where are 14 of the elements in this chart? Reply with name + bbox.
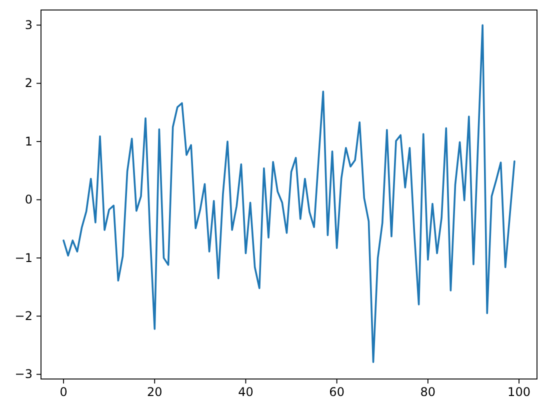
y-tick-label: 2: [24, 76, 32, 90]
y-tick-label: −1: [14, 250, 32, 265]
x-tick-label: 60: [329, 385, 344, 400]
x-tick-label: 20: [147, 385, 162, 400]
x-tick-label: 100: [508, 385, 530, 400]
x-tick-label: 40: [238, 385, 254, 400]
y-tick-label: 0: [24, 192, 32, 207]
x-tick-label: 0: [60, 385, 68, 400]
y-tick-label: 1: [24, 134, 32, 148]
y-tick-label: −3: [14, 367, 32, 382]
line-series: [62, 24, 516, 364]
y-tick-label: 3: [24, 18, 32, 32]
y-tick-label: −2: [14, 308, 32, 323]
x-tick-label: 80: [420, 385, 436, 400]
